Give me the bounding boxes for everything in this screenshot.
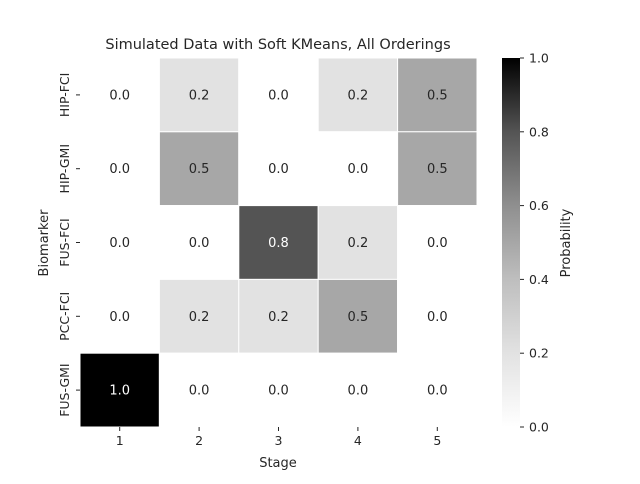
heatmap-cell — [158, 57, 240, 133]
y-axis: HIP-FCI HIP-GMI FUS-FCI PCC-FCI FUS-GMI — [57, 73, 80, 417]
heatmap-cell-label: 0.0 — [268, 162, 289, 177]
colorbar-ticks: 0.0 0.2 0.4 0.6 0.8 1.0 — [520, 51, 549, 435]
colorbar-tick-label: 1.0 — [529, 51, 549, 66]
heatmap-cell-labels: 0.0 0.2 0.0 0.2 0.5 0.0 0.5 0.0 0.0 0.5 0.0 0.0 0.8 0… — [109, 88, 447, 398]
heatmap-cells — [79, 57, 478, 428]
colorbar-tick-label: 0.6 — [529, 198, 549, 213]
colorbar — [502, 58, 520, 427]
heatmap-cell — [317, 205, 399, 280]
heatmap-cell-label: 0.0 — [427, 310, 448, 325]
heatmap-cell — [317, 278, 399, 354]
heatmap-cell-label: 0.0 — [427, 236, 448, 251]
heatmap-cell-label: 0.5 — [189, 162, 210, 177]
heatmap-cell — [158, 205, 240, 280]
x-tick-label: 4 — [354, 433, 362, 448]
y-tick-label: FUS-GMI — [57, 363, 72, 416]
heatmap-cell — [238, 205, 319, 280]
y-tick-label: HIP-FCI — [57, 73, 72, 117]
heatmap-cell — [397, 57, 478, 133]
x-tick-label: 5 — [433, 433, 441, 448]
heatmap-cell — [79, 57, 160, 133]
heatmap-cell-label: 0.0 — [109, 162, 130, 177]
colorbar-label: Probability — [559, 208, 574, 277]
y-tick-label: FUS-FCI — [57, 218, 72, 266]
heatmap-cell — [79, 131, 160, 207]
chart-title: Simulated Data with Soft KMeans, All Ord… — [105, 37, 450, 53]
heatmap-cell — [238, 131, 319, 207]
heatmap-cell-label: 1.0 — [109, 384, 130, 399]
heatmap-cell-label: 0.5 — [427, 162, 448, 177]
heatmap-cell — [158, 278, 240, 354]
heatmap-cell-label: 0.0 — [189, 384, 210, 399]
heatmap-cell-label: 0.0 — [268, 88, 289, 103]
colorbar-tick-label: 0.8 — [529, 124, 549, 139]
heatmap-cell — [317, 57, 399, 133]
heatmap-cell-label: 0.2 — [189, 310, 210, 325]
x-tick-label: 3 — [275, 433, 283, 448]
heatmap-cell — [238, 278, 319, 354]
heatmap-cell — [158, 352, 240, 428]
heatmap-cell-label: 0.2 — [348, 88, 369, 103]
heatmap-cell — [397, 352, 478, 428]
heatmap-cell — [397, 205, 478, 280]
heatmap-cell-label: 0.0 — [109, 310, 130, 325]
heatmap-cell-label: 0.0 — [348, 384, 369, 399]
heatmap-cell-label: 0.5 — [427, 88, 448, 103]
heatmap-cell-label: 0.0 — [268, 384, 289, 399]
heatmap-cell-label: 0.2 — [348, 236, 369, 251]
x-axis-label: Stage — [259, 456, 297, 471]
heatmap-cell — [79, 352, 160, 428]
heatmap-cell — [397, 278, 478, 354]
heatmap-cell-label: 0.2 — [268, 310, 289, 325]
heatmap-cell-label: 0.0 — [189, 236, 210, 251]
colorbar-tick-label: 0.2 — [529, 346, 549, 361]
y-axis-label: Biomarker — [37, 209, 52, 277]
heatmap-cell-label: 0.0 — [109, 236, 130, 251]
x-tick-label: 1 — [116, 433, 124, 448]
heatmap-cell — [238, 57, 319, 133]
heatmap-cell-label: 0.5 — [348, 310, 369, 325]
y-tick-label: PCC-FCI — [57, 292, 72, 341]
heatmap-cell-label: 0.0 — [348, 162, 369, 177]
heatmap-cell — [397, 131, 478, 207]
colorbar-tick-label: 0.0 — [529, 420, 549, 435]
heatmap-cell-label: 0.0 — [427, 384, 448, 399]
y-tick-label: HIP-GMI — [57, 144, 72, 193]
heatmap-cell-label: 0.8 — [268, 236, 289, 251]
x-tick-label: 2 — [195, 433, 203, 448]
x-axis: 1 2 3 4 5 — [116, 427, 441, 448]
heatmap-cell — [238, 352, 319, 428]
colorbar-gradient — [502, 58, 520, 427]
colorbar-tick-label: 0.4 — [529, 272, 549, 287]
heatmap-cell-label: 0.0 — [109, 88, 130, 103]
heatmap-cell-label: 0.2 — [189, 88, 210, 103]
